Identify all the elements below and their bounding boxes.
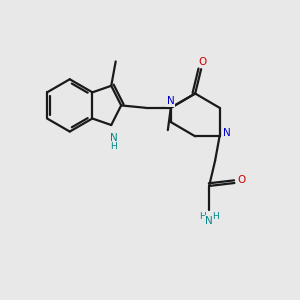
Text: H: H bbox=[110, 142, 117, 151]
Text: N: N bbox=[167, 96, 175, 106]
Text: O: O bbox=[238, 175, 246, 185]
Text: N: N bbox=[223, 128, 231, 138]
Text: N: N bbox=[110, 133, 118, 142]
Text: H: H bbox=[199, 212, 206, 221]
Text: H: H bbox=[212, 212, 219, 221]
Text: N: N bbox=[205, 216, 213, 226]
Text: O: O bbox=[199, 57, 207, 67]
